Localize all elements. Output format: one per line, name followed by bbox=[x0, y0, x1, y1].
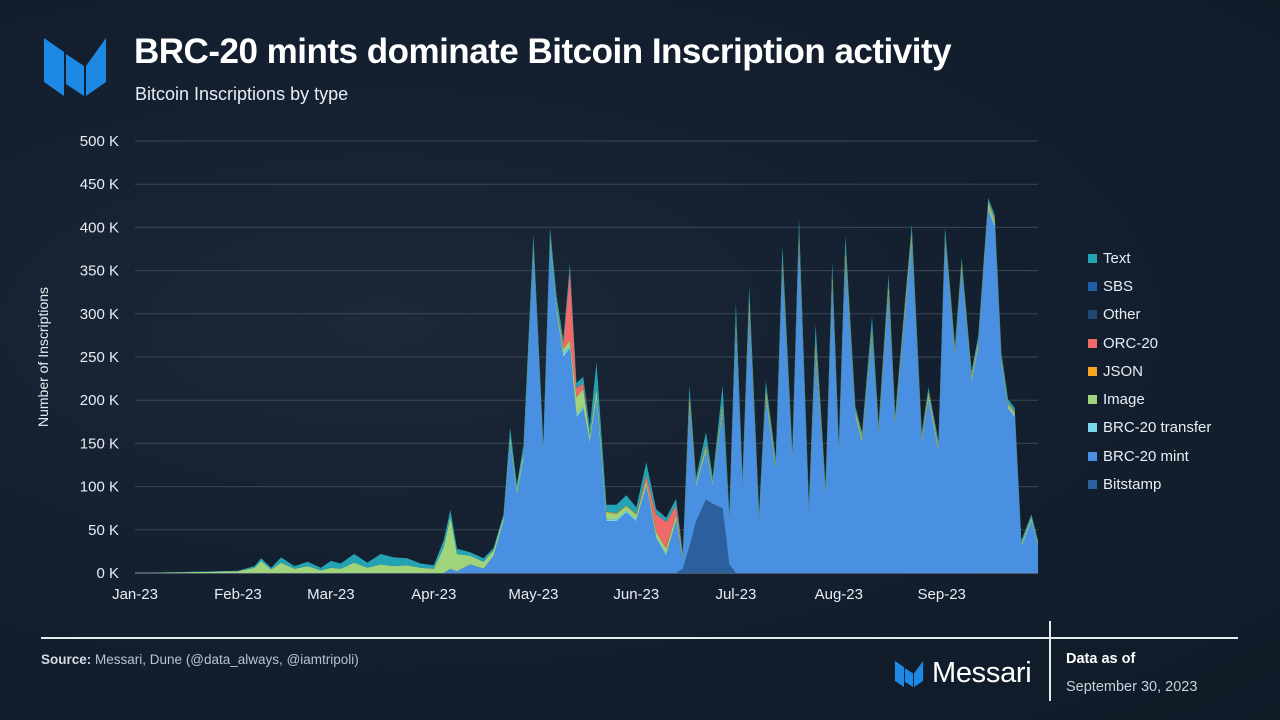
legend-label: Image bbox=[1103, 391, 1145, 409]
x-tick-label: Sep-23 bbox=[918, 586, 966, 603]
legend-swatch bbox=[1088, 451, 1097, 461]
legend-label: BRC-20 transfer bbox=[1103, 419, 1212, 437]
legend-label: Text bbox=[1103, 249, 1131, 267]
legend: Text SBS Other ORC-20 JSON Image BRC-20 transf… bbox=[1088, 244, 1211, 499]
legend-swatch bbox=[1088, 253, 1097, 263]
legend-item: ORC-20 bbox=[1088, 329, 1211, 357]
legend-label: JSON bbox=[1103, 362, 1144, 380]
data-as-of-date: September 30, 2023 bbox=[1066, 679, 1198, 695]
x-tick-label: Mar-23 bbox=[307, 586, 355, 603]
y-axis-label: Number of Inscriptions bbox=[35, 287, 51, 427]
y-tick-label: 250 K bbox=[80, 349, 119, 366]
legend-item: BRC-20 transfer bbox=[1088, 414, 1211, 442]
legend-label: Other bbox=[1103, 306, 1141, 324]
y-tick-label: 100 K bbox=[80, 479, 119, 496]
x-tick-label: Aug-23 bbox=[815, 586, 863, 603]
legend-label: Bitstamp bbox=[1103, 476, 1162, 494]
legend-item: JSON bbox=[1088, 357, 1211, 385]
legend-item: Image bbox=[1088, 385, 1211, 413]
messari-brand-icon bbox=[894, 660, 924, 687]
x-tick-label: Feb-23 bbox=[214, 586, 262, 603]
y-tick-label: 350 K bbox=[80, 263, 119, 280]
data-as-of-label: Data as of bbox=[1066, 651, 1136, 667]
footer-vertical-divider bbox=[1049, 621, 1051, 701]
y-tick-label: 150 K bbox=[80, 435, 119, 452]
legend-label: SBS bbox=[1103, 277, 1134, 295]
legend-swatch bbox=[1088, 366, 1097, 376]
legend-label: ORC-20 bbox=[1103, 334, 1159, 352]
area-series-group bbox=[135, 198, 1038, 574]
legend-swatch bbox=[1088, 338, 1097, 348]
source-label: Source: bbox=[41, 652, 92, 667]
legend-swatch bbox=[1088, 423, 1097, 433]
axes: 0 K 50 K 100 K 150 K 200 K 250 K 300 K 350 K 400… bbox=[35, 133, 966, 603]
y-tick-label: 500 K bbox=[80, 133, 119, 150]
legend-item: BRC-20 mint bbox=[1088, 442, 1211, 470]
y-tick-label: 300 K bbox=[80, 306, 119, 323]
x-tick-label: Apr-23 bbox=[411, 586, 456, 603]
area-chart: 0 K 50 K 100 K 150 K 200 K 250 K 300 K 350 K 400… bbox=[35, 133, 1038, 603]
y-tick-label: 450 K bbox=[80, 176, 119, 193]
brand-name: Messari bbox=[932, 657, 1032, 689]
y-tick-label: 50 K bbox=[88, 522, 119, 539]
y-tick-label: 200 K bbox=[80, 392, 119, 409]
footer-divider bbox=[41, 637, 1238, 639]
y-tick-label: 0 K bbox=[96, 565, 119, 582]
messari-logo-icon bbox=[44, 38, 106, 96]
legend-swatch bbox=[1088, 281, 1097, 291]
legend-label: BRC-20 mint bbox=[1103, 447, 1189, 465]
y-tick-label: 400 K bbox=[80, 219, 119, 236]
source-note: Source: Messari, Dune (@data_always, @ia… bbox=[41, 652, 359, 667]
legend-swatch bbox=[1088, 480, 1097, 490]
legend-item: Bitstamp bbox=[1088, 470, 1211, 498]
source-text: Messari, Dune (@data_always, @iamtripoli… bbox=[95, 652, 359, 667]
legend-swatch bbox=[1088, 310, 1097, 320]
x-tick-label: Jan-23 bbox=[112, 586, 158, 603]
brand: Messari bbox=[894, 657, 1032, 690]
legend-item: Text bbox=[1088, 244, 1211, 272]
x-tick-label: Jun-23 bbox=[613, 586, 659, 603]
x-tick-label: Jul-23 bbox=[715, 586, 756, 603]
legend-item: Other bbox=[1088, 301, 1211, 329]
chart-subtitle: Bitcoin Inscriptions by type bbox=[135, 84, 349, 104]
legend-item: SBS bbox=[1088, 272, 1211, 300]
legend-swatch bbox=[1088, 395, 1097, 405]
area-series-brc-20-mint bbox=[135, 210, 1038, 573]
chart-title: BRC-20 mints dominate Bitcoin Inscriptio… bbox=[134, 32, 952, 71]
x-tick-label: May-23 bbox=[508, 586, 558, 603]
